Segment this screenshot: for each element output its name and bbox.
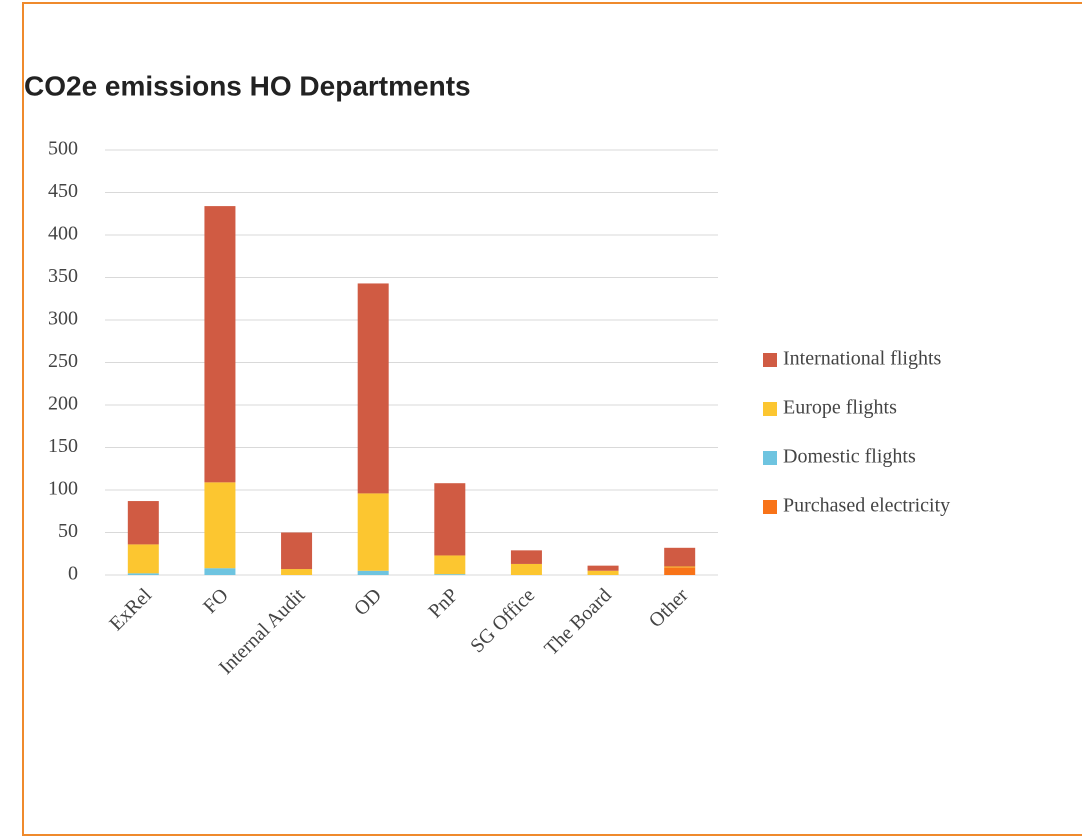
- x-tick-label: FO: [199, 584, 233, 618]
- x-tick-label: Other: [645, 584, 693, 632]
- y-tick-label: 450: [48, 180, 78, 202]
- frame: [22, 2, 1082, 836]
- legend-swatch: [763, 402, 777, 416]
- bar-segment: [357, 570, 389, 575]
- x-tick-label: The Board: [540, 584, 616, 660]
- y-tick-label: 250: [48, 350, 78, 372]
- bar-segment: [204, 206, 236, 483]
- legend-label: Europe flights: [783, 397, 897, 419]
- bar-segment: [510, 550, 542, 564]
- bar-segment: [587, 570, 619, 575]
- bar-segment: [587, 565, 619, 571]
- bar-segment: [434, 483, 466, 556]
- bar-segment: [281, 569, 313, 575]
- bar-segment: [434, 555, 466, 575]
- bar-segment: [127, 544, 159, 574]
- x-tick-label: PnP: [424, 584, 462, 622]
- bar-segment: [127, 573, 159, 575]
- bar-segment: [664, 567, 696, 575]
- bar-segment: [510, 563, 542, 575]
- y-tick-label: 400: [48, 223, 78, 245]
- bar-segment: [281, 532, 313, 570]
- bar-segment: [434, 574, 466, 575]
- legend-label: Domestic flights: [783, 446, 916, 468]
- bar-segment: [204, 482, 236, 569]
- chart-title: CO2e emissions HO Departments: [24, 70, 471, 101]
- bar-segment: [664, 566, 696, 568]
- bar-segment: [357, 493, 389, 571]
- y-tick-label: 300: [48, 308, 78, 330]
- bar-segment: [664, 547, 696, 567]
- y-tick-label: 350: [48, 265, 78, 287]
- legend-swatch: [763, 500, 777, 514]
- y-tick-label: 100: [48, 478, 78, 500]
- x-tick-label: ExRel: [105, 584, 156, 635]
- x-tick-label: OD: [350, 584, 386, 620]
- bar-segment: [357, 283, 389, 494]
- x-tick-label: SG Office: [466, 584, 539, 657]
- legend-swatch: [763, 353, 777, 367]
- y-tick-label: 500: [48, 138, 78, 160]
- y-tick-label: 0: [68, 563, 78, 585]
- legend-label: Purchased electricity: [783, 495, 950, 517]
- legend-swatch: [763, 451, 777, 465]
- y-tick-label: 150: [48, 435, 78, 457]
- y-tick-label: 200: [48, 393, 78, 415]
- y-tick-label: 50: [58, 520, 78, 542]
- bar-segment: [204, 568, 236, 575]
- legend-label: International flights: [783, 348, 942, 370]
- bar-segment: [127, 501, 159, 545]
